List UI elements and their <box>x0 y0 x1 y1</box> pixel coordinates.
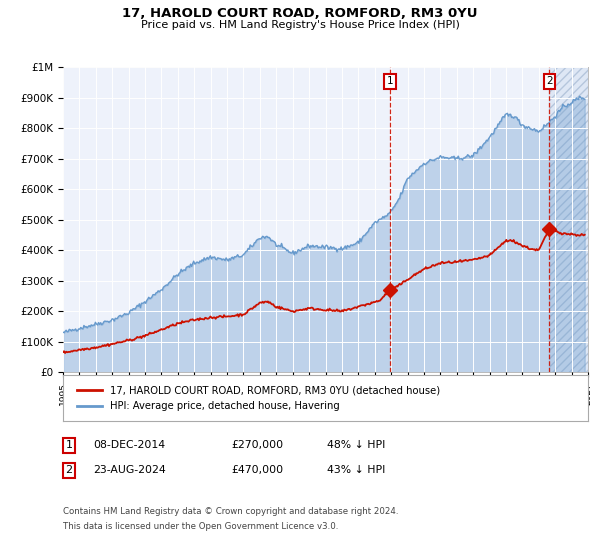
Text: 08-DEC-2014: 08-DEC-2014 <box>93 440 165 450</box>
Text: 43% ↓ HPI: 43% ↓ HPI <box>327 465 385 475</box>
Text: £270,000: £270,000 <box>231 440 283 450</box>
Text: Price paid vs. HM Land Registry's House Price Index (HPI): Price paid vs. HM Land Registry's House … <box>140 20 460 30</box>
Text: £470,000: £470,000 <box>231 465 283 475</box>
Legend: 17, HAROLD COURT ROAD, ROMFORD, RM3 0YU (detached house), HPI: Average price, de: 17, HAROLD COURT ROAD, ROMFORD, RM3 0YU … <box>73 381 445 415</box>
Text: 2: 2 <box>65 465 73 475</box>
Text: 2: 2 <box>546 76 553 86</box>
Text: 23-AUG-2024: 23-AUG-2024 <box>93 465 166 475</box>
Text: 17, HAROLD COURT ROAD, ROMFORD, RM3 0YU: 17, HAROLD COURT ROAD, ROMFORD, RM3 0YU <box>122 7 478 20</box>
Text: Contains HM Land Registry data © Crown copyright and database right 2024.: Contains HM Land Registry data © Crown c… <box>63 507 398 516</box>
Text: 1: 1 <box>65 440 73 450</box>
Text: 48% ↓ HPI: 48% ↓ HPI <box>327 440 385 450</box>
Bar <box>550 67 588 372</box>
Bar <box>550 67 588 372</box>
Text: 1: 1 <box>386 76 393 86</box>
Text: This data is licensed under the Open Government Licence v3.0.: This data is licensed under the Open Gov… <box>63 522 338 531</box>
